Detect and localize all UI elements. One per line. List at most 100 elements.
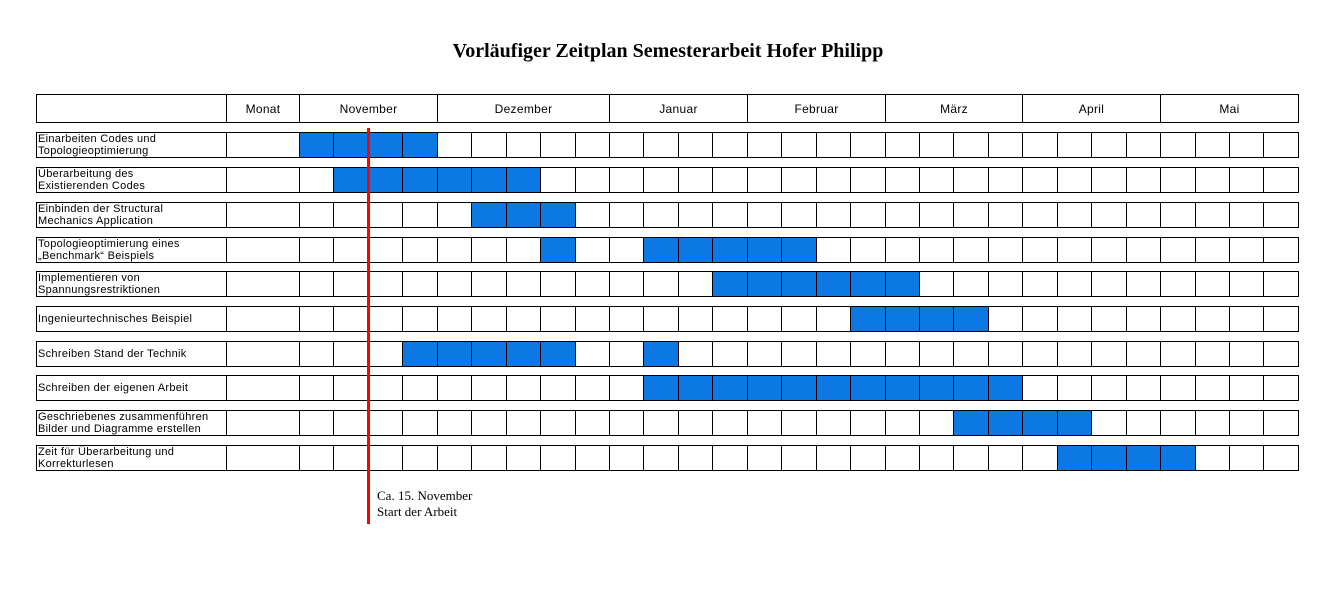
schedule-cell [886, 410, 920, 436]
schedule-cell [369, 202, 403, 228]
schedule-cell [782, 341, 817, 367]
schedule-cell [713, 445, 748, 471]
schedule-cell [920, 167, 954, 193]
schedule-cell [576, 375, 610, 401]
schedule-bar-cell [954, 410, 989, 436]
schedule-cell [1161, 375, 1196, 401]
schedule-cell [886, 202, 920, 228]
schedule-cell [438, 410, 472, 436]
schedule-cell [576, 445, 610, 471]
schedule-cell [369, 237, 403, 263]
schedule-cell [507, 410, 541, 436]
schedule-cell [334, 341, 369, 367]
schedule-bar-cell [886, 271, 920, 297]
schedule-cell [679, 202, 713, 228]
schedule-bar-cell [782, 375, 817, 401]
header-month-5: März [886, 94, 1023, 123]
schedule-cell [1264, 375, 1299, 401]
schedule-cell [1058, 375, 1092, 401]
schedule-bar-cell [507, 202, 541, 228]
schedule-cell [679, 132, 713, 158]
header-month-7: Mai [1161, 94, 1299, 123]
schedule-cell [1127, 375, 1161, 401]
schedule-bar-cell [989, 410, 1023, 436]
schedule-bar-cell [748, 271, 782, 297]
schedule-cell [369, 410, 403, 436]
schedule-cell [851, 341, 886, 367]
schedule-cell [541, 410, 576, 436]
schedule-cell [576, 306, 610, 332]
schedule-cell [679, 306, 713, 332]
task-monat-cell [227, 306, 300, 332]
schedule-cell [644, 271, 679, 297]
schedule-cell [1023, 341, 1058, 367]
task-monat-cell [227, 167, 300, 193]
schedule-bar-cell [507, 341, 541, 367]
schedule-cell [610, 237, 644, 263]
schedule-cell [438, 375, 472, 401]
schedule-cell [679, 445, 713, 471]
schedule-cell [1058, 271, 1092, 297]
schedule-cell [851, 410, 886, 436]
schedule-cell [817, 306, 851, 332]
schedule-cell [403, 445, 438, 471]
schedule-cell [1161, 341, 1196, 367]
schedule-cell [817, 132, 851, 158]
schedule-cell [1127, 306, 1161, 332]
schedule-cell [782, 410, 817, 436]
task-label: Schreiben der eigenen Arbeit [36, 375, 227, 401]
schedule-cell [989, 306, 1023, 332]
schedule-cell [1196, 410, 1230, 436]
schedule-cell [438, 202, 472, 228]
task-label: Zeit für Überarbeitung und Korrekturlese… [36, 445, 227, 471]
schedule-cell [748, 306, 782, 332]
schedule-bar-cell [1058, 410, 1092, 436]
schedule-cell [300, 202, 334, 228]
schedule-cell [782, 306, 817, 332]
schedule-cell [1023, 306, 1058, 332]
schedule-bar-cell [541, 341, 576, 367]
schedule-cell [644, 306, 679, 332]
schedule-cell [713, 410, 748, 436]
task-monat-cell [227, 410, 300, 436]
schedule-cell [1092, 237, 1127, 263]
task-monat-cell [227, 132, 300, 158]
schedule-cell [403, 271, 438, 297]
schedule-cell [644, 132, 679, 158]
schedule-cell [334, 410, 369, 436]
schedule-bar-cell [1127, 445, 1161, 471]
schedule-bar-cell [817, 271, 851, 297]
schedule-bar-cell [644, 375, 679, 401]
schedule-cell [782, 167, 817, 193]
schedule-cell [1230, 271, 1264, 297]
schedule-cell [1196, 341, 1230, 367]
task-label: Implementieren von Spannungsrestriktione… [36, 271, 227, 297]
schedule-cell [334, 271, 369, 297]
header-month-2: Dezember [438, 94, 610, 123]
schedule-cell [1058, 237, 1092, 263]
schedule-cell [334, 202, 369, 228]
schedule-cell [541, 271, 576, 297]
schedule-cell [472, 306, 507, 332]
schedule-cell [334, 445, 369, 471]
schedule-cell [1230, 410, 1264, 436]
schedule-cell [472, 132, 507, 158]
schedule-cell [851, 202, 886, 228]
schedule-bar-cell [886, 375, 920, 401]
schedule-cell [989, 341, 1023, 367]
schedule-bar-cell [954, 306, 989, 332]
schedule-cell [644, 202, 679, 228]
task-label: Einbinden der Structural Mechanics Appli… [36, 202, 227, 228]
schedule-cell [507, 237, 541, 263]
schedule-bar-cell [472, 202, 507, 228]
schedule-cell [886, 167, 920, 193]
schedule-cell [1127, 167, 1161, 193]
header-monat: Monat [227, 94, 300, 123]
schedule-cell [1058, 167, 1092, 193]
schedule-cell [300, 375, 334, 401]
schedule-cell [369, 445, 403, 471]
schedule-cell [851, 132, 886, 158]
schedule-cell [713, 341, 748, 367]
schedule-cell [541, 445, 576, 471]
start-marker-label: Ca. 15. November Start der Arbeit [377, 488, 473, 519]
